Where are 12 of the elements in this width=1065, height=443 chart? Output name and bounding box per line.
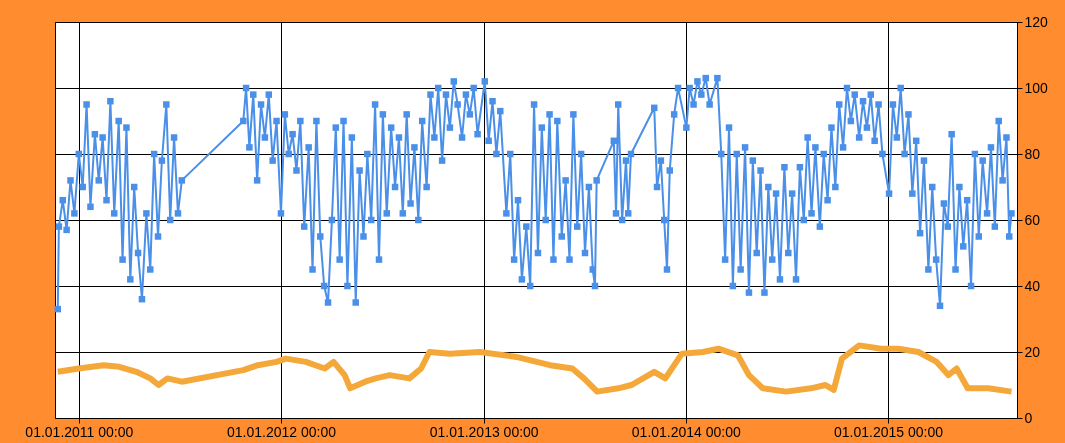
x-tick-label: 01.01.2011 00:00 [25,423,134,440]
x-tick-label: 01.01.2012 00:00 [226,423,337,440]
x-tick-label: 01.01.2014 00:00 [631,423,742,440]
y-tick-label: 40 [1024,277,1041,294]
x-tick-label: 01.01.2013 00:00 [429,423,539,440]
y-tick-label: 0 [1024,409,1033,426]
y-tick-label: 20 [1024,343,1041,360]
x-tick-label: 01.01.2015 00:00 [833,423,944,440]
y-tick-label: 100 [1024,79,1049,96]
y-tick-label: 60 [1024,211,1041,228]
y-tick-label: 80 [1024,145,1041,162]
y-tick-label: 120 [1024,13,1049,30]
